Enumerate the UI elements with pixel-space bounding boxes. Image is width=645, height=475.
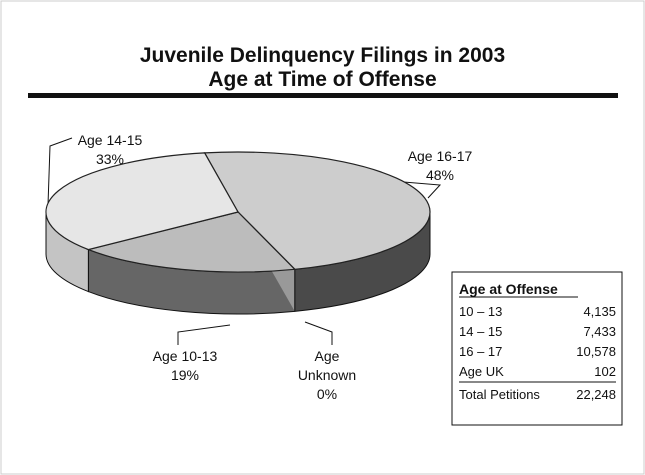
slice-value-label: 33%	[95, 151, 125, 167]
slice-label: Age 16-17	[407, 148, 473, 164]
slice	[203, 151, 431, 270]
slice-value-label: 19%	[170, 367, 200, 383]
slice	[86, 211, 297, 273]
table-label: 16 – 17	[459, 344, 503, 359]
table-value: 4,135	[583, 304, 616, 319]
slice-value-label: 48%	[425, 167, 455, 183]
leader	[47, 137, 73, 206]
leader	[177, 324, 231, 345]
slice-value-label: 0%	[316, 386, 338, 402]
chart-title: Juvenile Delinquency Filings in 2003	[139, 44, 506, 67]
slice	[45, 152, 239, 251]
table-value: 7,433	[583, 324, 616, 339]
table-value: 102	[594, 364, 616, 379]
leader	[304, 321, 333, 345]
slice-label: Age Unknown	[297, 348, 357, 383]
table-header: Age at Offense	[459, 281, 558, 297]
table-value: 22,248	[576, 387, 616, 402]
table-label: 14 – 15	[459, 324, 503, 339]
chart-subtitle: Age at Time of Offense	[208, 68, 437, 91]
table-value: 10,578	[576, 344, 616, 359]
title-rule	[28, 93, 618, 98]
table-label: 10 – 13	[459, 304, 503, 319]
table-label: Total Petitions	[459, 387, 540, 402]
table-label: Age UK	[459, 364, 504, 379]
slice-label: Age 10-13	[152, 348, 218, 364]
slice-label: Age 14-15	[77, 132, 143, 148]
